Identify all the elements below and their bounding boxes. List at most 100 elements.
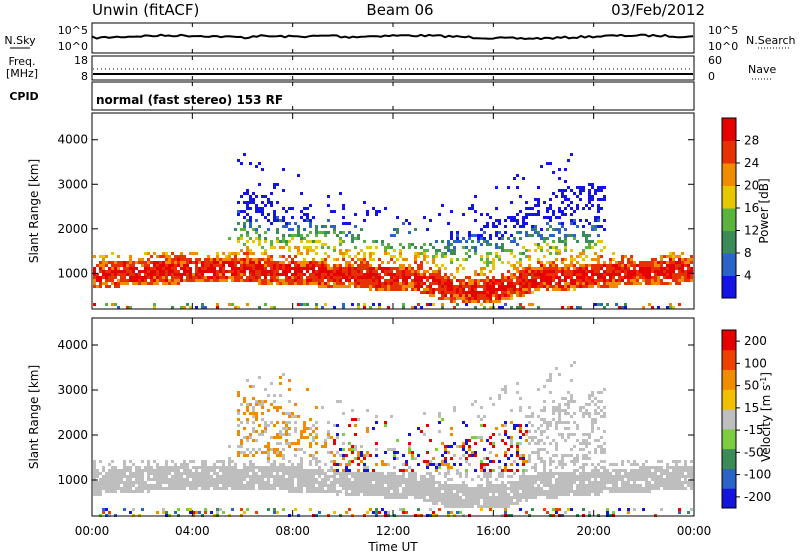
heatmap-cell [597, 400, 600, 403]
heatmap-cell [546, 267, 549, 270]
heatmap-cell [240, 228, 243, 231]
heatmap-cell [282, 508, 285, 511]
heatmap-cell [558, 252, 561, 255]
heatmap-cell [264, 261, 267, 264]
heatmap-cell [471, 204, 474, 207]
heatmap-cell [588, 285, 591, 288]
heatmap-cell [606, 481, 609, 484]
heatmap-cell [492, 300, 495, 303]
heatmap-cell [354, 267, 357, 270]
heatmap-cell [444, 273, 447, 276]
heatmap-cell [444, 294, 447, 297]
heatmap-cell [546, 490, 549, 493]
heatmap-cell [249, 264, 252, 267]
heatmap-cell [252, 258, 255, 261]
heatmap-cell [585, 270, 588, 273]
heatmap-cell [216, 511, 219, 514]
heatmap-cell [171, 264, 174, 267]
heatmap-cell [540, 228, 543, 231]
heatmap-cell [108, 285, 111, 288]
heatmap-cell [126, 481, 129, 484]
heatmap-cell [111, 472, 114, 475]
heatmap-cell [390, 288, 393, 291]
heatmap-cell [495, 297, 498, 300]
heatmap-cell [102, 273, 105, 276]
heatmap-cell [549, 198, 552, 201]
heatmap-cell [312, 216, 315, 219]
heatmap-cell [549, 391, 552, 394]
heatmap-cell [573, 267, 576, 270]
heatmap-cell [543, 273, 546, 276]
heatmap-cell [519, 294, 522, 297]
heatmap-cell [594, 403, 597, 406]
heatmap-cell [327, 195, 330, 198]
heatmap-cell [498, 496, 501, 499]
heatmap-cell [495, 225, 498, 228]
heatmap-cell [531, 303, 534, 306]
heatmap-cell [456, 472, 459, 475]
heatmap-cell [135, 279, 138, 282]
heatmap-cell [570, 285, 573, 288]
heatmap-cell [105, 484, 108, 487]
heatmap-cell [303, 303, 306, 306]
heatmap-cell [414, 279, 417, 282]
heatmap-cell [639, 264, 642, 267]
heatmap-cell [579, 487, 582, 490]
heatmap-cell [324, 439, 327, 442]
heatmap-cell [600, 303, 603, 306]
heatmap-cell [618, 478, 621, 481]
heatmap-cell [486, 282, 489, 285]
heatmap-cell [165, 276, 168, 279]
heatmap-cell [126, 487, 129, 490]
heatmap-cell [264, 270, 267, 273]
heatmap-cell [117, 484, 120, 487]
heatmap-cell [633, 264, 636, 267]
heatmap-cell [534, 225, 537, 228]
heatmap-cell [330, 460, 333, 463]
heatmap-cell [480, 460, 483, 463]
heatmap-cell [309, 264, 312, 267]
heatmap-cell [483, 240, 486, 243]
heatmap-cell [567, 285, 570, 288]
heatmap-cell [633, 487, 636, 490]
heatmap-cell [315, 276, 318, 279]
heatmap-cell [111, 469, 114, 472]
heatmap-cell [507, 502, 510, 505]
heatmap-cell [108, 270, 111, 273]
heatmap-cell [186, 270, 189, 273]
heatmap-cell [609, 472, 612, 475]
heatmap-cell [510, 219, 513, 222]
heatmap-cell [519, 270, 522, 273]
heatmap-cell [519, 442, 522, 445]
heatmap-cell [543, 493, 546, 496]
heatmap-cell [180, 279, 183, 282]
heatmap-cell [150, 261, 153, 264]
heatmap-cell [144, 273, 147, 276]
heatmap-cell [141, 481, 144, 484]
heatmap-cell [333, 285, 336, 288]
heatmap-cell [156, 463, 159, 466]
heatmap-cell [426, 481, 429, 484]
heatmap-cell [276, 469, 279, 472]
heatmap-cell [345, 267, 348, 270]
heatmap-cell [594, 397, 597, 400]
heatmap-cell [264, 427, 267, 430]
heatmap-cell [249, 249, 252, 252]
heatmap-cell [462, 246, 465, 249]
heatmap-cell [204, 463, 207, 466]
heatmap-cell [435, 496, 438, 499]
heatmap-cell [363, 282, 366, 285]
heatmap-cell [432, 463, 435, 466]
heatmap-cell [345, 249, 348, 252]
heatmap-cell [513, 291, 516, 294]
heatmap-cell [594, 412, 597, 415]
heatmap-cell [231, 273, 234, 276]
heatmap-cell [519, 409, 522, 412]
heatmap-cell [105, 270, 108, 273]
heatmap-cell [138, 258, 141, 261]
heatmap-cell [327, 231, 330, 234]
heatmap-cell [516, 243, 519, 246]
heatmap-cell [246, 204, 249, 207]
heatmap-cell [627, 270, 630, 273]
